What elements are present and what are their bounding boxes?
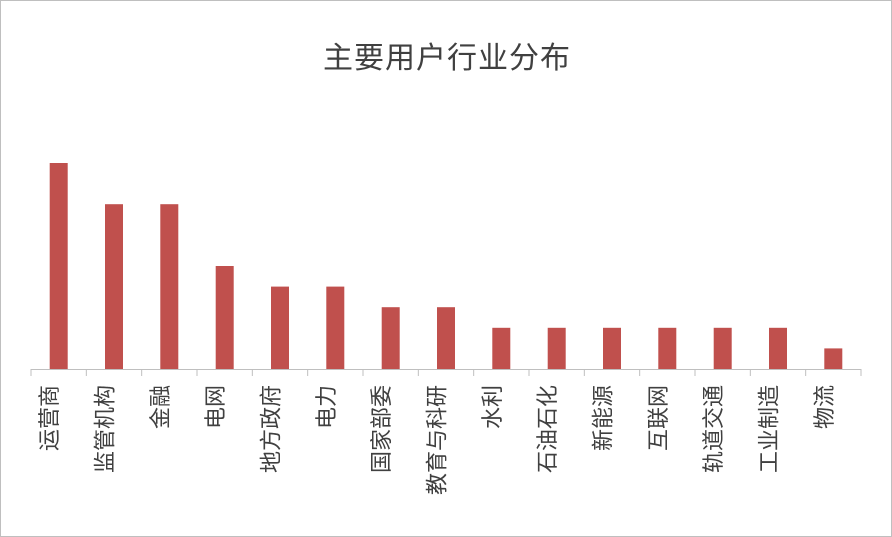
bar-10	[603, 327, 621, 369]
x-tick-label-11: 互联网	[647, 385, 672, 451]
x-tick-label-6: 国家部委	[370, 385, 395, 473]
x-tick-label-9: 石油石化	[536, 385, 561, 473]
bar-2	[160, 204, 179, 369]
bar-14	[824, 348, 843, 369]
bar-6	[381, 307, 400, 369]
x-tick-label-3: 电网	[204, 385, 229, 429]
bar-7	[437, 307, 455, 369]
x-tick-label-5: 电力	[315, 385, 340, 429]
x-tick-label-10: 新能源	[592, 385, 617, 451]
bar-0	[49, 163, 68, 369]
x-tick-label-2: 金融	[149, 385, 174, 429]
bar-9	[547, 327, 566, 369]
x-tick-label-0: 运营商	[38, 385, 63, 451]
bar-12	[713, 327, 732, 369]
chart-title: 主要用户行业分布	[323, 41, 571, 76]
x-tick-label-12: 轨道交通	[702, 385, 727, 473]
bar-1	[105, 204, 123, 369]
x-tick-label-8: 水利	[481, 385, 506, 429]
bar-8	[492, 327, 511, 369]
bar-5	[326, 286, 345, 369]
x-tick-label-13: 工业制造	[758, 385, 783, 473]
bar-13	[769, 327, 787, 369]
bar-4	[271, 286, 289, 369]
bar-11	[658, 327, 677, 369]
x-tick-label-14: 物流	[813, 385, 838, 429]
x-tick-label-7: 教育与科研	[426, 385, 451, 495]
x-tick-label-1: 监管机构	[94, 385, 119, 473]
x-tick-label-4: 地方政府	[260, 385, 285, 473]
bar-3	[215, 266, 234, 369]
